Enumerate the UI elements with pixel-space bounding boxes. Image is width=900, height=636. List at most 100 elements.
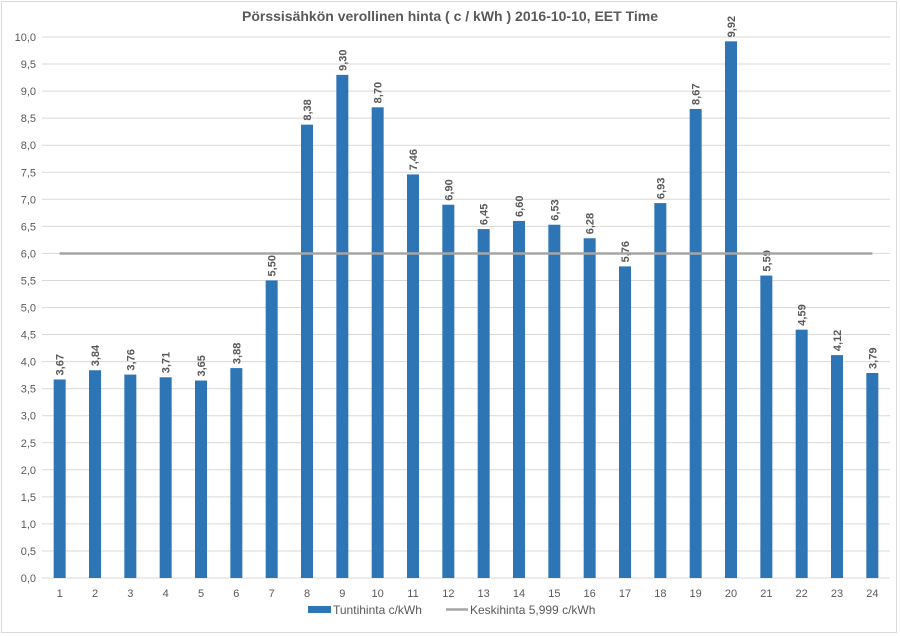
x-tick-label: 20 [725, 588, 737, 600]
data-label: 8,38 [302, 99, 314, 120]
y-tick-label: 0,5 [21, 546, 36, 558]
bar [89, 370, 101, 578]
x-tick-label: 12 [442, 588, 454, 600]
x-tick-label: 10 [372, 588, 384, 600]
bar [124, 374, 137, 578]
x-tick-label: 23 [831, 588, 843, 600]
data-label: 6,45 [479, 204, 491, 225]
bar [230, 368, 243, 578]
bar [548, 224, 561, 579]
legend-swatch-bar [308, 606, 331, 613]
data-label: 3,71 [161, 352, 173, 373]
legend: Tuntihinta c/kWh Keskihinta 5,999 c/kWh [308, 603, 595, 617]
x-tick-label: 24 [866, 588, 878, 600]
y-tick-label: 5,0 [21, 303, 36, 315]
data-label: 3,84 [90, 344, 102, 366]
bar [407, 174, 419, 578]
bar [583, 238, 596, 578]
bar [336, 74, 349, 579]
x-tick-label: 15 [548, 588, 560, 600]
data-label: 3,88 [231, 343, 243, 364]
x-tick-label: 18 [654, 588, 666, 600]
bar [866, 372, 879, 578]
legend-label-bar: Tuntihinta c/kWh [333, 603, 422, 617]
y-tick-label: 8,0 [21, 140, 36, 152]
data-label: 6,53 [549, 199, 561, 220]
y-tick-label: 2,5 [21, 438, 36, 450]
bar [619, 266, 631, 578]
x-tick-label: 5 [198, 588, 204, 600]
y-tick-label: 4,5 [21, 330, 36, 342]
x-tick-label: 21 [760, 588, 772, 600]
x-tick-label: 19 [690, 588, 702, 600]
data-label: 4,12 [832, 330, 844, 351]
bar [301, 124, 313, 578]
bar [53, 379, 66, 578]
data-label: 8,67 [691, 84, 703, 105]
y-tick-label: 7,0 [21, 194, 36, 206]
x-tick-label: 13 [478, 588, 490, 600]
bar [195, 380, 207, 578]
x-tick-label: 4 [163, 588, 169, 600]
x-tick-label: 2 [92, 588, 98, 600]
bar [513, 220, 525, 578]
chart-title: Pörssisähkön verollinen hinta ( c / kWh … [242, 8, 658, 24]
y-tick-label: 3,0 [21, 411, 36, 423]
data-label: 3,76 [125, 349, 137, 370]
bar [159, 377, 172, 578]
y-tick-label: 0,0 [21, 573, 36, 585]
x-tick-label: 22 [796, 588, 808, 600]
y-tick-label: 6,0 [21, 248, 36, 260]
x-tick-label: 14 [513, 588, 525, 600]
data-label: 3,65 [196, 355, 208, 376]
y-tick-label: 4,0 [21, 357, 36, 369]
y-tick-label: 3,5 [21, 384, 36, 396]
data-label: 6,28 [585, 213, 597, 234]
legend-label-line: Keskihinta 5,999 c/kWh [470, 603, 595, 617]
y-tick-label: 7,5 [21, 167, 36, 179]
bar [477, 229, 490, 578]
bar [760, 275, 773, 578]
x-tick-label: 9 [339, 588, 345, 600]
bar [725, 41, 737, 578]
bar [795, 329, 808, 578]
bar [689, 108, 702, 578]
data-label: 9,30 [337, 49, 349, 70]
y-tick-label: 5,5 [21, 275, 36, 287]
y-tick-label: 1,5 [21, 492, 36, 504]
bar [371, 107, 384, 578]
y-tick-label: 6,5 [21, 221, 36, 233]
data-label: 5,76 [620, 241, 632, 262]
data-label: 4,59 [797, 304, 809, 325]
bar [831, 355, 843, 578]
data-label: 6,60 [514, 196, 526, 217]
data-label: 8,70 [373, 82, 385, 103]
x-tick-label: 3 [127, 588, 133, 600]
y-tick-label: 8,5 [21, 113, 36, 125]
data-label: 6,90 [443, 179, 455, 200]
x-tick-label: 11 [407, 588, 418, 600]
data-label: 6,93 [655, 178, 667, 199]
y-tick-label: 9,0 [21, 86, 36, 98]
x-tick-label: 7 [269, 588, 275, 600]
bar [654, 203, 667, 578]
y-tick-label: 1,0 [21, 519, 36, 531]
x-tick-label: 16 [584, 588, 596, 600]
y-tick-label: 9,5 [21, 59, 36, 71]
x-tick-label: 1 [57, 588, 63, 600]
y-tick-label: 2,0 [21, 465, 36, 477]
bar [442, 204, 455, 578]
y-tick-label: 10,0 [15, 32, 36, 44]
x-tick-label: 8 [304, 588, 310, 600]
data-label: 3,79 [867, 348, 879, 369]
data-label: 9,92 [726, 16, 738, 37]
data-label: 5,50 [267, 255, 279, 276]
data-label: 3,67 [55, 354, 67, 375]
data-label: 7,46 [408, 149, 420, 170]
x-tick-label: 17 [619, 588, 631, 600]
data-label: 5,59 [761, 250, 773, 271]
x-tick-label: 6 [233, 588, 239, 600]
bar [265, 280, 278, 578]
